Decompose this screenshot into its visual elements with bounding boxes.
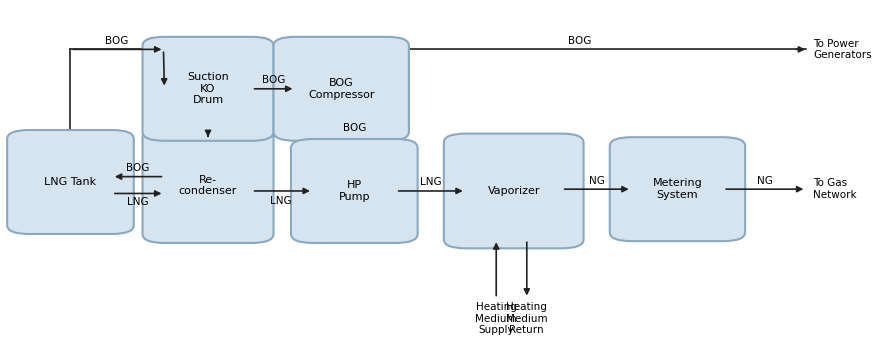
Text: Heating
Medium
Return: Heating Medium Return — [506, 302, 548, 335]
Text: To Power
Generators: To Power Generators — [813, 39, 872, 60]
Text: LNG: LNG — [420, 177, 441, 187]
FancyBboxPatch shape — [142, 37, 274, 141]
Text: BOG: BOG — [262, 75, 285, 85]
Text: NG: NG — [757, 175, 773, 186]
Text: Vaporizer: Vaporizer — [488, 186, 540, 196]
FancyBboxPatch shape — [610, 137, 745, 241]
Text: To Gas
Network: To Gas Network — [813, 178, 857, 200]
Text: BOG: BOG — [344, 123, 367, 132]
Text: LNG: LNG — [127, 197, 149, 207]
FancyBboxPatch shape — [274, 37, 408, 141]
Text: BOG: BOG — [126, 163, 150, 173]
Text: BOG
Compressor: BOG Compressor — [308, 78, 375, 100]
Text: BOG: BOG — [105, 36, 128, 46]
FancyBboxPatch shape — [7, 130, 134, 234]
Text: BOG: BOG — [567, 36, 591, 46]
Text: LNG: LNG — [270, 196, 291, 206]
Text: Metering
System: Metering System — [653, 178, 702, 200]
FancyBboxPatch shape — [444, 134, 583, 248]
FancyBboxPatch shape — [142, 128, 274, 243]
Text: HP
Pump: HP Pump — [338, 180, 370, 202]
Text: NG: NG — [589, 175, 605, 186]
Text: Suction
KO
Drum: Suction KO Drum — [187, 72, 229, 106]
FancyBboxPatch shape — [291, 139, 417, 243]
Text: Heating
Medium
Supply: Heating Medium Supply — [475, 302, 517, 335]
Text: LNG Tank: LNG Tank — [44, 177, 97, 187]
Text: Re-
condenser: Re- condenser — [178, 175, 237, 197]
